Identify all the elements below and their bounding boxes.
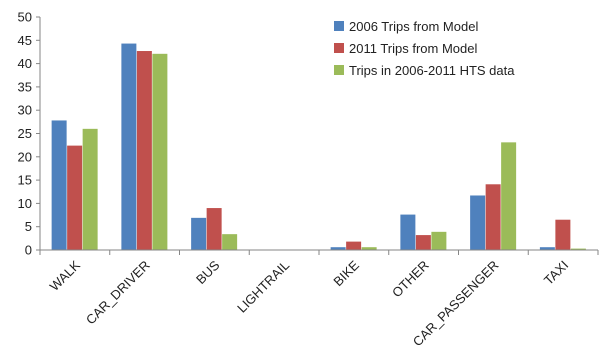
y-tick-label: 35: [18, 79, 32, 94]
y-tick-label: 10: [18, 196, 32, 211]
bar-car-driver-series-3: [152, 53, 168, 251]
legend: 2006 Trips from Model 2011 Trips from Mod…: [334, 19, 515, 78]
x-category-label: WALK: [47, 257, 84, 294]
x-category-label: LIGHTRAIL: [234, 258, 292, 316]
bar-car-passenger-series-2: [485, 184, 501, 250]
bar-taxi-series-1: [539, 247, 555, 250]
bar-bike-series-3: [361, 247, 377, 250]
x-category-label: BUS: [193, 257, 223, 287]
bar-other-series-3: [431, 231, 447, 250]
bar-bus-series-3: [222, 234, 238, 250]
x-category-label: OTHER: [389, 258, 432, 301]
legend-swatch-1: [334, 21, 344, 31]
y-tick-label: 20: [18, 149, 32, 164]
x-category-label: CAR_DRIVER: [83, 258, 153, 328]
y-tick-label: 30: [18, 103, 32, 118]
axes: [39, 17, 599, 255]
y-tick-label: 50: [18, 10, 32, 25]
legend-label: 2011 Trips from Model: [349, 41, 477, 56]
y-tick-label: 15: [18, 173, 32, 188]
bars: [51, 43, 586, 251]
bar-car-passenger-series-1: [470, 195, 486, 250]
bar-taxi-series-3: [570, 248, 586, 250]
bar-walk-series-3: [82, 128, 98, 250]
bar-car-driver-series-2: [136, 51, 152, 250]
legend-swatch-2: [334, 43, 344, 53]
bar-walk-series-2: [67, 145, 83, 250]
x-category-label: BIKE: [330, 257, 362, 289]
bar-car-passenger-series-3: [501, 142, 517, 250]
bar-bike-series-2: [346, 241, 362, 250]
bar-walk-series-1: [51, 120, 67, 250]
legend-label: Trips in 2006-2011 HTS data: [349, 63, 515, 78]
y-tick-label: 0: [25, 243, 32, 258]
x-category-label: TAXI: [541, 258, 571, 288]
y-tick-label: 5: [25, 219, 32, 234]
legend-label: 2006 Trips from Model: [349, 19, 478, 34]
bar-bike-series-1: [330, 247, 346, 250]
bar-taxi-series-2: [555, 219, 571, 250]
y-tick-label: 40: [18, 56, 32, 71]
bar-bus-series-2: [206, 208, 222, 250]
y-tick-label: 45: [18, 33, 32, 48]
y-axis-ticks: 0 5 10 15 20 25 30 35 40 45 50: [18, 10, 40, 258]
bar-other-series-2: [415, 235, 431, 250]
bar-bus-series-1: [191, 217, 207, 250]
bar-car-driver-series-1: [121, 43, 137, 251]
y-tick-label: 25: [18, 126, 32, 141]
bar-other-series-1: [400, 214, 416, 250]
x-axis-labels: WALK CAR_DRIVER BUS LIGHTRAIL BIKE OTHERCAR_P…: [47, 257, 572, 349]
legend-swatch-3: [334, 65, 344, 75]
